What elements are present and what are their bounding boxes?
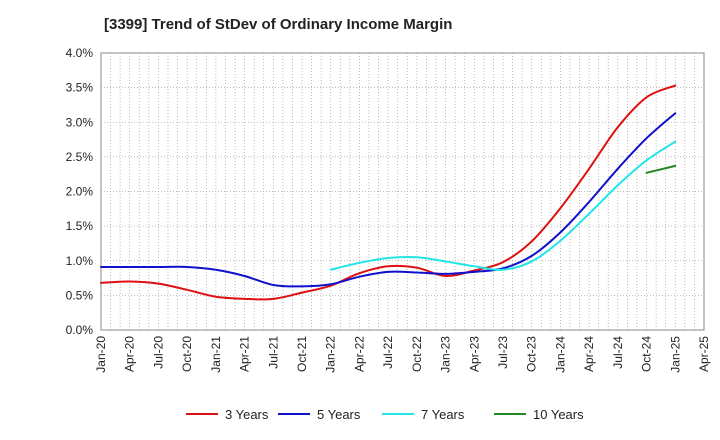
y-tick-label: 3.0% bbox=[66, 115, 94, 129]
series-layer bbox=[100, 84, 677, 301]
x-tick-label: Jan-20 bbox=[94, 336, 108, 373]
x-tick-label: Oct-22 bbox=[410, 336, 424, 372]
x-tick-label: Oct-21 bbox=[295, 336, 309, 372]
x-tick-label: Oct-20 bbox=[180, 336, 194, 372]
y-tick-label: 2.5% bbox=[66, 150, 94, 164]
y-tick-label: 0.0% bbox=[66, 323, 94, 337]
x-tick-label: Apr-21 bbox=[238, 336, 252, 372]
series-line-10-years bbox=[645, 164, 677, 174]
x-tick-label: Jul-22 bbox=[381, 336, 395, 369]
legend: 3 Years 5 Years 7 Years 10 Years bbox=[186, 407, 584, 422]
x-tick-label: Apr-20 bbox=[123, 336, 137, 372]
x-tick-label: Jan-24 bbox=[553, 336, 567, 373]
x-tick-label: Apr-24 bbox=[582, 336, 596, 372]
x-tick-label: Jul-20 bbox=[151, 336, 165, 369]
plot-frame bbox=[100, 52, 705, 331]
legend-label-7-years: 7 Years bbox=[421, 407, 465, 422]
x-tick-label: Apr-23 bbox=[467, 336, 481, 372]
x-tick-label: Jul-23 bbox=[496, 336, 510, 369]
y-tick-label: 1.5% bbox=[66, 219, 94, 233]
x-tick-label: Jul-24 bbox=[611, 336, 625, 369]
legend-label-3-years: 3 Years bbox=[225, 407, 269, 422]
y-tick-label: 0.5% bbox=[66, 288, 94, 302]
y-tick-label: 4.0% bbox=[66, 46, 94, 60]
x-tick-label: Jul-21 bbox=[266, 336, 280, 369]
tick-labels: 0.0% 0.5% 1.0% 1.5% 2.0% 2.5% 3.0% 3.5% 4.0% Jan-… bbox=[66, 46, 711, 373]
chart-title: [3399] Trend of StDev of Ordinary Income… bbox=[104, 16, 452, 33]
x-tick-label: Oct-24 bbox=[640, 336, 654, 372]
y-tick-label: 3.5% bbox=[66, 81, 94, 95]
series-line-3-years bbox=[100, 84, 677, 301]
x-tick-label: Apr-25 bbox=[697, 336, 711, 372]
legend-label-10-years: 10 Years bbox=[533, 407, 584, 422]
x-tick-label: Apr-22 bbox=[352, 336, 366, 372]
x-tick-label: Jan-23 bbox=[439, 336, 453, 373]
x-tick-label: Oct-23 bbox=[525, 336, 539, 372]
legend-label-5-years: 5 Years bbox=[317, 407, 361, 422]
series-line-7-years bbox=[329, 140, 677, 271]
grid bbox=[100, 52, 705, 331]
series-line-5-years bbox=[100, 112, 677, 288]
axes bbox=[100, 52, 705, 331]
x-tick-label: Jan-21 bbox=[209, 336, 223, 373]
y-tick-label: 2.0% bbox=[66, 185, 94, 199]
x-tick-label: Jan-22 bbox=[324, 336, 338, 373]
y-tick-label: 1.0% bbox=[66, 254, 94, 268]
x-tick-label: Jan-25 bbox=[668, 336, 682, 373]
